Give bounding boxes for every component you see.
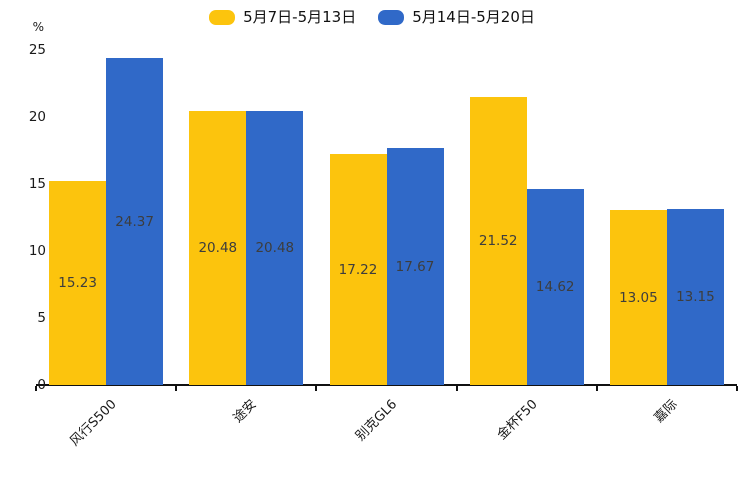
bar-week1-嘉际 (609, 210, 667, 385)
bar-week1-金杯F50 (469, 96, 527, 385)
bar-value-label: 15.23 (58, 274, 97, 291)
y-axis-unit-label: % (32, 20, 44, 34)
y-tick-label: 0 (37, 377, 46, 393)
x-axis-tick (35, 386, 37, 391)
bar-value-label: 14.62 (535, 279, 575, 296)
bar-value-label: 17.67 (395, 258, 435, 275)
legend-item-week2[interactable]: 5月14日-5月20日 (378, 7, 535, 27)
bar-value-label: 21.52 (478, 232, 518, 249)
y-tick-label: 20 (28, 109, 46, 125)
legend-swatch-week2 (378, 9, 405, 25)
x-axis-tick (175, 386, 178, 391)
bar-week1-别克GL6 (329, 154, 387, 385)
x-axis-tick (736, 386, 738, 391)
bar-week2-途安 (246, 110, 304, 385)
x-tick-label-别克GL6: 别克GL6 (353, 397, 401, 445)
x-axis-line (36, 384, 737, 386)
bar-value-label: 24.37 (115, 213, 154, 230)
bar-week1-途安 (189, 110, 247, 385)
y-tick-label: 5 (37, 310, 46, 326)
bar-value-label: 20.48 (198, 239, 238, 256)
bar-value-label: 20.48 (255, 239, 295, 256)
bar-week2-风行S500 (106, 58, 164, 385)
x-tick-label-途安: 途安 (230, 397, 260, 427)
bar-value-label: 13.05 (619, 289, 658, 306)
bar-value-label: 13.15 (676, 288, 715, 305)
bar-value-label: 17.22 (338, 261, 378, 278)
legend-item-week1[interactable]: 5月7日-5月13日 (209, 7, 356, 27)
chart-legend: 5月7日-5月13日 5月14日-5月20日 (0, 7, 744, 27)
legend-label-week2: 5月14日-5月20日 (412, 8, 535, 26)
y-tick-label: 15 (28, 176, 46, 192)
bar-week1-风行S500 (49, 180, 107, 385)
legend-swatch-week1 (209, 9, 236, 25)
bar-week2-嘉际 (666, 208, 724, 385)
y-tick-label: 10 (28, 243, 46, 259)
x-tick-label-风行S500: 风行S500 (67, 397, 120, 450)
x-axis-tick (455, 386, 458, 391)
x-axis-tick (315, 386, 318, 391)
bar-week2-金杯F50 (526, 189, 584, 385)
bar-week2-别克GL6 (386, 148, 444, 385)
legend-label-week1: 5月7日-5月13日 (243, 8, 357, 26)
x-tick-label-金杯F50: 金杯F50 (494, 397, 541, 443)
x-tick-label-嘉际: 嘉际 (651, 397, 681, 427)
y-tick-label: 25 (28, 42, 46, 58)
x-axis-tick (595, 386, 598, 391)
